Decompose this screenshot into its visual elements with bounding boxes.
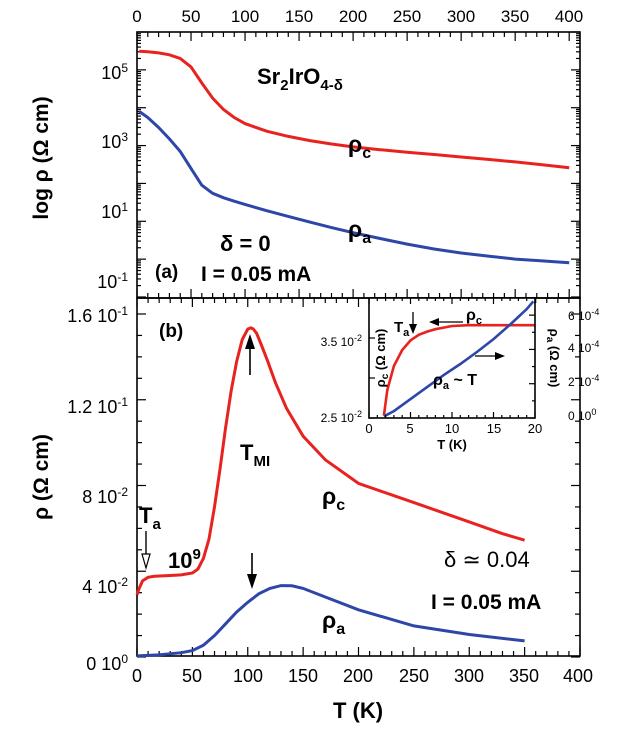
x-tick-label: 50 xyxy=(182,7,201,26)
panel-b-rho-c-label: ρc xyxy=(322,483,345,514)
ta-arrow-down xyxy=(141,531,151,571)
panel-a-rho-c-curve xyxy=(139,49,570,170)
x-tick-label: 200 xyxy=(343,666,373,686)
y-tick-label: 105 xyxy=(101,61,128,83)
inset-right-y-axis-label: ρa (Ω cm) xyxy=(544,329,562,388)
panel-b-label: (b) xyxy=(159,321,183,342)
x-tick-label: 150 xyxy=(288,666,318,686)
y-tick-label: 1.2 10-1 xyxy=(67,395,128,417)
y-tick-label: 0 100 xyxy=(568,407,596,423)
x-tick-label: 300 xyxy=(447,7,475,26)
x-tick-label: 350 xyxy=(509,666,539,686)
y-tick-label: 1.6 10-1 xyxy=(67,304,128,326)
tmi-label: TMI xyxy=(240,440,270,470)
formula-label: Sr2IrO4-δ xyxy=(257,64,343,94)
x-tick-label: 400 xyxy=(555,7,583,26)
inset-left-y-axis-label: ρc (Ω cm) xyxy=(373,329,391,388)
x-tick-label: 5 xyxy=(406,421,413,436)
panel-a-rho-a-curve xyxy=(138,110,570,265)
x-tick-label: 10 xyxy=(445,421,459,436)
rho-a-arrow-down xyxy=(247,553,257,589)
x-tick-label: 100 xyxy=(231,7,259,26)
panel-a-rho-c-label: ρc xyxy=(348,131,371,162)
panel-b-x-axis-label: T (K) xyxy=(333,698,383,723)
inset-ta-arrow-down xyxy=(409,312,417,334)
panel-b-rho-a-curve xyxy=(136,584,525,658)
inset-plot-area xyxy=(369,298,535,418)
y-tick-label: 4 10-4 xyxy=(568,339,599,355)
y-tick-label: 103 xyxy=(101,130,128,152)
inset-rho-c-curve xyxy=(382,323,535,416)
x-tick-label: 200 xyxy=(339,7,367,26)
inset-rho-c-arrow-left xyxy=(429,318,463,326)
inset-x-tick-labels: 0 5 10 15 20 xyxy=(365,421,542,436)
x-tick-label: 150 xyxy=(285,7,313,26)
y-tick-label: 10-1 xyxy=(97,270,128,292)
y-tick-label: 101 xyxy=(101,200,128,222)
panel-b-delta-label: δ ≃ 0.04 xyxy=(444,547,530,572)
inset-x-axis-label: T (K) xyxy=(437,437,467,452)
panel-a-x-tick-labels: 0 50 100 150 200 250 300 350 400 xyxy=(132,7,583,26)
panel-a-y-axis-label: log ρ (Ω cm) xyxy=(30,96,53,219)
panel-b-rho-c-curve xyxy=(135,326,526,596)
inset: 3.5 10-2 2.5 10-2 6 10-4 4 10-4 2 10-4 0… xyxy=(321,297,599,452)
y-tick-label: 8 10-2 xyxy=(82,485,128,507)
tmi-arrow-up xyxy=(245,334,255,375)
x-tick-label: 350 xyxy=(501,7,529,26)
panel-b-current-label: I = 0.05 mA xyxy=(431,591,541,614)
inset-rho-a-curve xyxy=(383,300,535,418)
panel-a-current-label: I = 0.05 mA xyxy=(201,263,311,286)
x-tick-label: 250 xyxy=(399,666,429,686)
panel-b-x-tick-labels: 0 50 100 150 200 250 300 350 400 xyxy=(132,666,593,686)
panel-b-y-axis-label: ρ (Ω cm) xyxy=(30,434,53,520)
x-tick-label: 0 xyxy=(365,421,372,436)
panel-b-rho-a-label: ρa xyxy=(322,607,345,638)
x-tick-label: 0 xyxy=(132,7,141,26)
panel-a-delta-label: δ = 0 xyxy=(220,231,271,256)
y-tick-label: 2 10-4 xyxy=(568,373,599,389)
panel-b-y-tick-labels: 1.6 10-1 1.2 10-1 8 10-2 4 10-2 0 100 xyxy=(67,304,128,674)
y-tick-label: 6 10-4 xyxy=(568,307,599,323)
panel-a-y-tick-labels: 105 103 101 10-1 xyxy=(97,61,128,292)
y-tick-label: 4 10-2 xyxy=(82,575,128,597)
y-tick-label: 3.5 10-2 xyxy=(321,333,362,349)
x-tick-label: 20 xyxy=(528,421,542,436)
y-tick-label: 0 100 xyxy=(86,652,128,674)
x-tick-label: 0 xyxy=(132,666,142,686)
x-tick-label: 50 xyxy=(182,666,202,686)
inset-rho-a-arrow-right xyxy=(475,352,505,360)
ta-label: Ta xyxy=(139,503,161,533)
x-tick-label: 400 xyxy=(563,666,593,686)
inset-right-y-tick-labels: 6 10-4 4 10-4 2 10-4 0 100 xyxy=(568,307,599,423)
panel-a-label: (a) xyxy=(155,262,178,283)
x-tick-label: 250 xyxy=(393,7,421,26)
panel-a-rho-a-label: ρa xyxy=(348,216,371,247)
x-tick-label: 15 xyxy=(487,421,501,436)
inset-ticks xyxy=(368,297,536,419)
y-tick-label: 2.5 10-2 xyxy=(321,409,362,425)
inset-left-y-tick-labels: 3.5 10-2 2.5 10-2 xyxy=(321,333,362,425)
x-tick-label: 300 xyxy=(454,666,484,686)
x-tick-label: 100 xyxy=(233,666,263,686)
